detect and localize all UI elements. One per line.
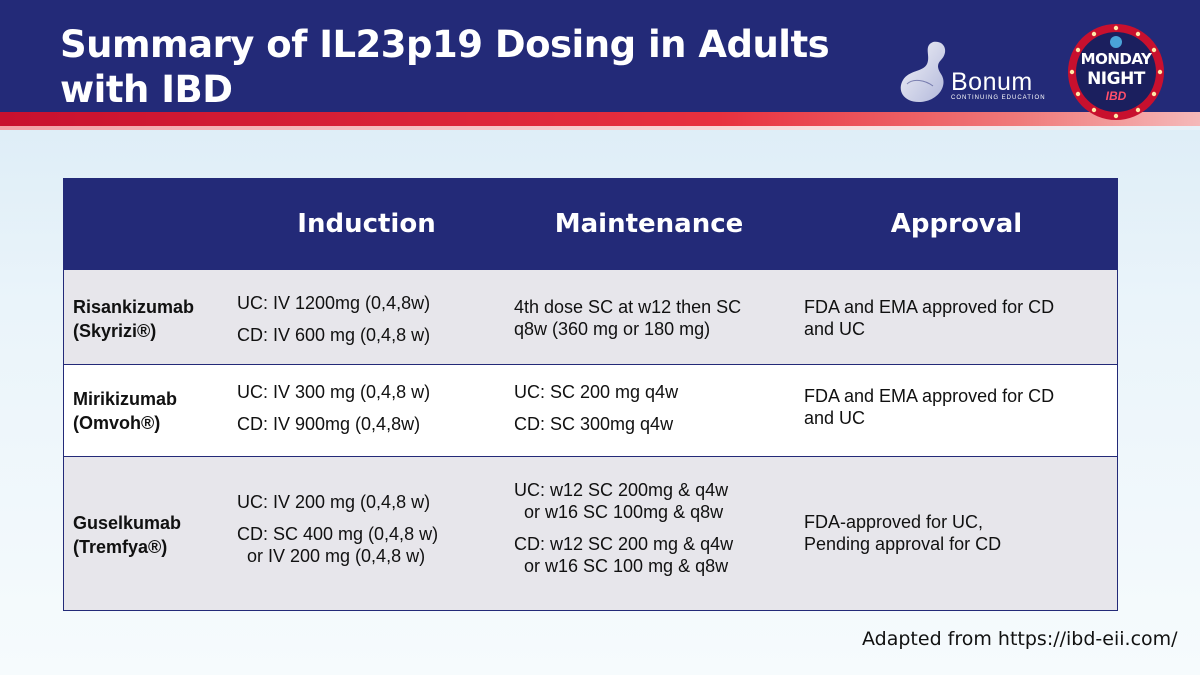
approval-line: FDA and EMA approved for CD [804,386,1055,406]
drug-name-cell: Risankizumab (Skyrizi®) [73,295,194,343]
table-row: Guselkumab (Tremfya®) UC: IV 200 mg (0,4… [64,456,1117,610]
induction-line: UC: IV 200 mg (0,4,8 w) [237,492,431,512]
monday-night-ibd-logo: MONDAY NIGHT IBD [1066,22,1166,122]
header-pink-stripe [0,126,1200,130]
header-induction: Induction [297,209,436,239]
induction-line: CD: IV 600 mg (0,4,8 w) [237,325,431,345]
drug-name: Guselkumab [73,513,182,533]
badge-line-3: IBD [1105,89,1127,103]
maintenance-cell: 4th dose SC at w12 then SC q8w (360 mg o… [514,296,741,340]
induction-line: UC: IV 1200mg (0,4,8w) [237,293,431,313]
table-header: Induction Maintenance Approval [64,179,1117,269]
maintenance-line: CD: SC 300mg q4w [514,414,674,434]
header-maintenance: Maintenance [554,209,744,239]
induction-cell: UC: IV 200 mg (0,4,8 w) CD: SC 400 mg (0… [237,491,438,567]
table-row: Mirikizumab (Omvoh®) UC: IV 300 mg (0,4,… [64,364,1117,456]
maintenance-cell: UC: w12 SC 200mg & q4w or w16 SC 100mg &… [514,479,733,577]
bonum-tagline: CONTINUING EDUCATION [951,95,1046,101]
approval-cell: FDA and EMA approved for CD and UC [804,385,1054,429]
maintenance-line: UC: SC 200 mg q4w [514,382,679,402]
maintenance-line: or w16 SC 100 mg & q8w [524,556,729,576]
approval-line: Pending approval for CD [804,534,1002,554]
header-bar [0,0,1200,112]
drug-brand: (Tremfya®) [73,537,168,557]
badge-ring-icon [1068,24,1164,120]
drug-name-cell: Mirikizumab (Omvoh®) [73,387,177,435]
induction-line: UC: IV 300 mg (0,4,8 w) [237,382,431,402]
bonum-logo: Bonum CONTINUING EDUCATION [893,38,1063,110]
maintenance-line: q8w (360 mg or 180 mg) [514,319,711,339]
drug-name-cell: Guselkumab (Tremfya®) [73,511,181,559]
approval-cell: FDA-approved for UC, Pending approval fo… [804,511,1001,555]
drug-brand: (Omvoh®) [73,413,161,433]
table-row: Risankizumab (Skyrizi®) UC: IV 1200mg (0… [64,269,1117,364]
header-red-stripe [0,112,1200,126]
header-approval: Approval [890,209,1023,239]
drug-brand: (Skyrizi®) [73,321,157,341]
bonum-wordmark: Bonum [951,68,1033,96]
approval-line: FDA-approved for UC, [804,512,984,532]
approval-line: and UC [804,408,866,428]
approval-line: and UC [804,319,866,339]
approval-cell: FDA and EMA approved for CD and UC [804,296,1054,340]
induction-line: or IV 200 mg (0,4,8 w) [247,546,426,566]
drug-name: Mirikizumab [73,389,178,409]
approval-line: FDA and EMA approved for CD [804,297,1055,317]
maintenance-line: CD: w12 SC 200 mg & q4w [514,534,734,554]
dosing-table: Induction Maintenance Approval Risankizu… [63,178,1118,611]
maintenance-line: or w16 SC 100mg & q8w [524,502,724,522]
maintenance-line: 4th dose SC at w12 then SC [514,297,742,317]
bonum-logo-icon [900,41,946,102]
badge-line-2: NIGHT [1087,69,1145,89]
induction-line: CD: SC 400 mg (0,4,8 w) [237,524,439,544]
induction-cell: UC: IV 1200mg (0,4,8w) CD: IV 600 mg (0,… [237,292,430,346]
induction-cell: UC: IV 300 mg (0,4,8 w) CD: IV 900mg (0,… [237,381,430,435]
source-citation: Adapted from https://ibd-eii.com/ [862,628,1178,650]
slide-title: Summary of IL23p19 Dosing in Adults with… [60,23,830,111]
induction-line: CD: IV 900mg (0,4,8w) [237,414,421,434]
drug-name: Risankizumab [73,297,195,317]
maintenance-line: UC: w12 SC 200mg & q4w [514,480,729,500]
badge-line-1: MONDAY [1080,50,1152,68]
maintenance-cell: UC: SC 200 mg q4w CD: SC 300mg q4w [514,381,678,435]
